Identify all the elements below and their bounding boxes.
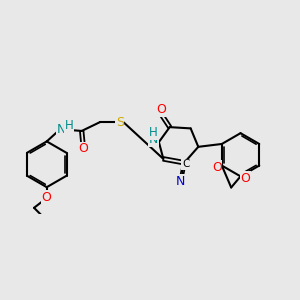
Text: N: N [149,133,158,146]
Text: O: O [212,161,222,174]
Text: N: N [57,123,66,136]
Text: O: O [41,191,51,204]
Text: H: H [64,119,74,132]
Text: O: O [78,142,88,155]
Text: O: O [241,172,250,185]
Text: O: O [156,103,166,116]
Text: C: C [182,159,189,169]
Text: H: H [149,126,158,139]
Text: N: N [176,175,185,188]
Text: S: S [116,116,124,129]
